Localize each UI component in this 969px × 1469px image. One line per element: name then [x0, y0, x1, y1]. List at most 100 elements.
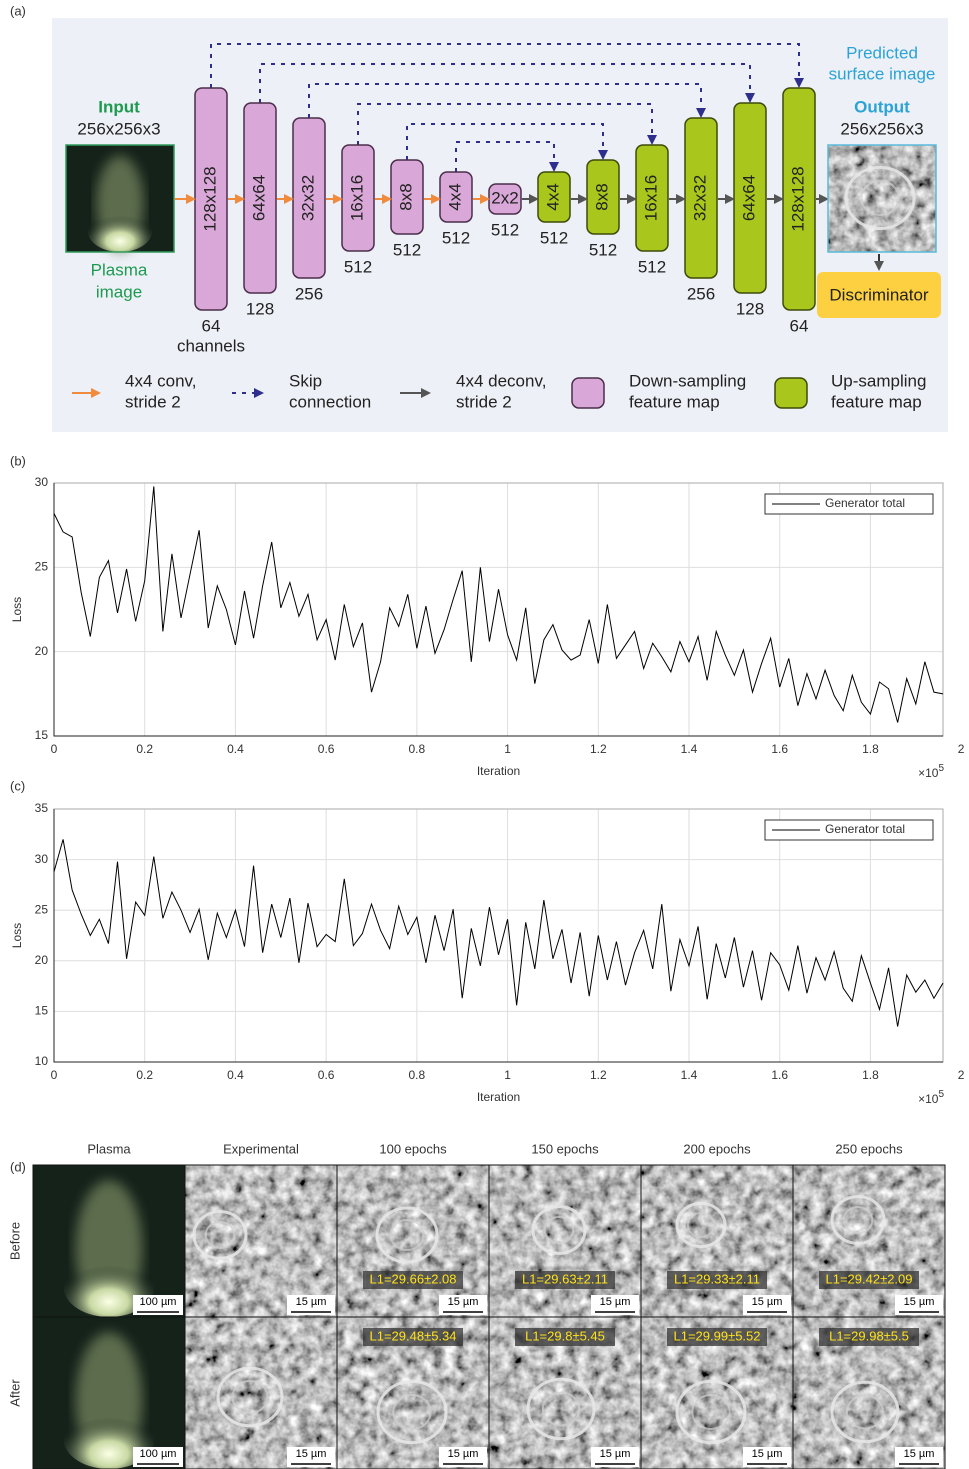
legend-text: 4x4 deconv,: [456, 371, 546, 390]
channel-count: 512: [393, 240, 421, 259]
y-tick-label: 10: [35, 1054, 49, 1068]
l1-score: L1=29.8±5.45: [525, 1328, 605, 1343]
output-caption: Predicted: [846, 43, 918, 62]
y-tick-label: 20: [35, 644, 49, 658]
x-tick-label: 1.6: [771, 742, 788, 756]
y-tick-label: 20: [35, 953, 49, 967]
column-header: 200 epochs: [683, 1141, 751, 1156]
x-tick-label: 1.2: [590, 1068, 607, 1082]
x-tick-label: 0.4: [227, 742, 244, 756]
legend-text: connection: [289, 392, 371, 411]
scale-bar-label: 15 µm: [752, 1448, 783, 1460]
x-tick-label: 0: [51, 1068, 58, 1082]
x-tick-label: 0.6: [318, 742, 335, 756]
loss-line: [54, 486, 943, 722]
x-tick-label: 0.2: [136, 1068, 153, 1082]
multiplier-exponent: 5: [938, 1089, 944, 1100]
sem-image: [337, 1165, 489, 1317]
x-multiplier: ×105: [918, 1089, 944, 1107]
plot-frame: [54, 483, 943, 736]
output-size: 256x256x3: [840, 119, 923, 138]
x-tick-label: 0: [51, 742, 58, 756]
l1-score: L1=29.48±5.34: [369, 1328, 456, 1343]
channel-count: 64: [202, 316, 221, 335]
x-tick-label: 1: [504, 742, 511, 756]
plasma-glow: [88, 209, 153, 252]
legend-text: Up-sampling: [831, 371, 926, 390]
x-axis-label: Iteration: [477, 764, 520, 778]
legend-text: stride 2: [456, 392, 512, 411]
x-tick-label: 1.4: [681, 742, 698, 756]
column-header: 100 epochs: [379, 1141, 447, 1156]
sem-image: [828, 145, 936, 252]
block-label: 128x128: [200, 166, 219, 231]
scale-bar-label: 15 µm: [904, 1296, 935, 1308]
scale-bar-label: 100 µm: [140, 1448, 177, 1460]
output-title: Output: [854, 97, 910, 116]
x-tick-label: 1.6: [771, 1068, 788, 1082]
x-tick-label: 1.2: [590, 742, 607, 756]
channel-count: 256: [295, 284, 323, 303]
channel-count: 64: [790, 316, 809, 335]
x-tick-label: 1.4: [681, 1068, 698, 1082]
y-tick-label: 25: [35, 902, 49, 916]
l1-score: L1=29.66±2.08: [369, 1271, 456, 1286]
x-tick-label: 0.8: [409, 742, 426, 756]
block-label: 16x16: [347, 175, 366, 221]
scale-bar-label: 15 µm: [296, 1296, 327, 1308]
l1-score: L1=29.63±2.11: [522, 1271, 608, 1286]
block-label: 4x4: [543, 183, 562, 210]
legend-label: Generator total: [825, 496, 905, 510]
y-tick-label: 30: [35, 852, 49, 866]
block-label: 64x64: [739, 175, 758, 221]
block-label: 8x8: [396, 183, 415, 210]
x-multiplier: ×105: [918, 763, 944, 781]
axis: [54, 483, 943, 736]
panel-label: (b): [10, 453, 26, 468]
legend-text: Down-sampling: [629, 371, 746, 390]
loss-line: [54, 839, 943, 1026]
legend-swatch: [572, 378, 604, 408]
legend-text: 4x4 conv,: [125, 371, 197, 390]
column-header: Experimental: [223, 1141, 299, 1156]
y-tick-label: 15: [35, 728, 49, 742]
legend-swatch: [775, 378, 807, 408]
block-label: 32x32: [298, 175, 317, 221]
y-tick-label: 35: [35, 801, 49, 815]
y-tick-label: 30: [35, 475, 49, 489]
legend-text: Skip: [289, 371, 322, 390]
channels-label: channels: [177, 336, 245, 355]
block-label: 8x8: [592, 183, 611, 210]
legend-label: Generator total: [825, 822, 905, 836]
scale-bar-label: 15 µm: [448, 1448, 479, 1460]
block-label: 4x4: [445, 183, 464, 210]
l1-score: L1=29.42±2.09: [825, 1271, 912, 1286]
discriminator: Discriminator: [829, 285, 929, 304]
block-label: 32x32: [690, 175, 709, 221]
multiplier-base: ×10: [918, 766, 939, 780]
scale-bar-label: 15 µm: [448, 1296, 479, 1308]
legend-text: stride 2: [125, 392, 181, 411]
panel-label: (d): [10, 1159, 26, 1174]
input-size: 256x256x3: [77, 119, 160, 138]
panel-label: (c): [10, 778, 25, 793]
output-caption: surface image: [829, 64, 936, 83]
x-tick-label: 1: [504, 1068, 511, 1082]
plot-frame: [54, 809, 943, 1062]
legend-text: feature map: [831, 392, 922, 411]
block-label: 16x16: [641, 175, 660, 221]
column-header: 150 epochs: [531, 1141, 599, 1156]
channel-count: 128: [246, 299, 274, 318]
column-header: 250 epochs: [835, 1141, 903, 1156]
scale-bar-label: 15 µm: [752, 1296, 783, 1308]
y-axis-label: Loss: [10, 923, 24, 948]
x-tick-label: 2: [958, 1068, 965, 1082]
channel-count: 512: [344, 257, 372, 276]
input-title: Input: [98, 97, 140, 116]
input-caption: Plasma: [91, 260, 148, 279]
channel-count: 256: [687, 284, 715, 303]
l1-score: L1=29.33±2.11: [674, 1271, 760, 1286]
x-tick-label: 1.8: [862, 742, 879, 756]
legend-text: feature map: [629, 392, 720, 411]
x-tick-label: 2: [958, 742, 965, 756]
